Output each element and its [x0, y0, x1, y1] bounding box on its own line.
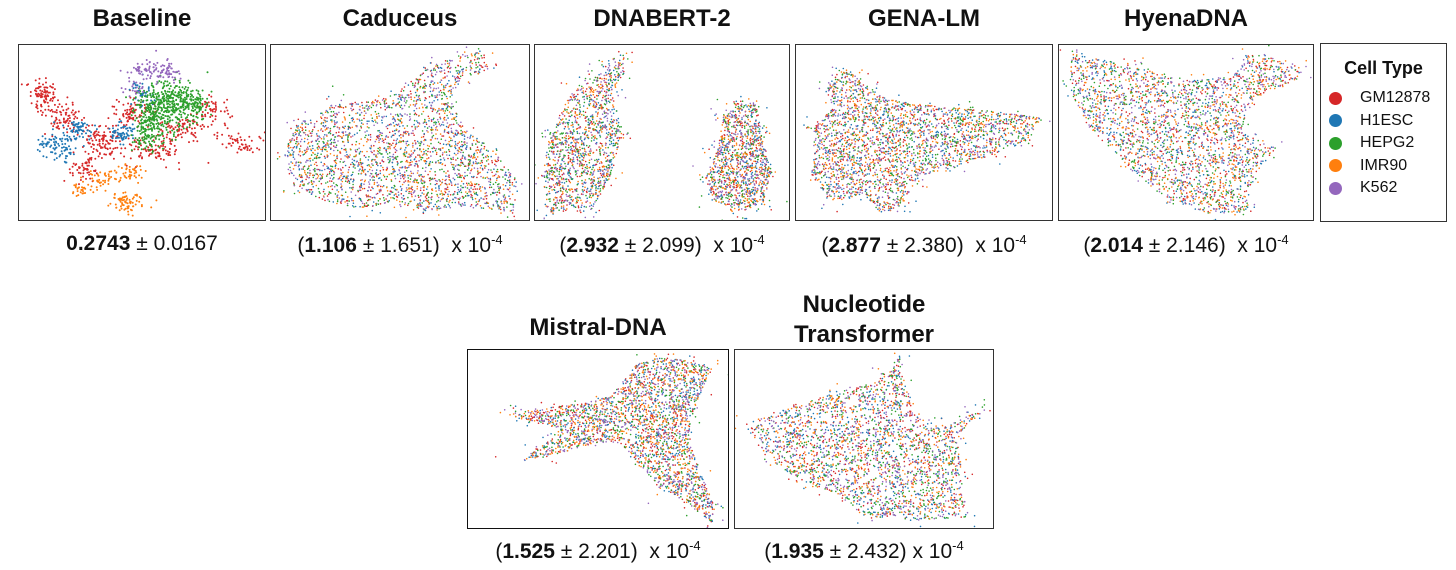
scatter-series-hepg2 — [276, 48, 516, 218]
score-exponent: -4 — [1277, 232, 1289, 247]
score-mean: 1.525 — [502, 540, 555, 563]
legend-title: Cell Type — [1344, 58, 1423, 78]
scatter-series-k562 — [503, 358, 724, 528]
panel-title-caduceus: Caduceus — [342, 5, 458, 32]
score-mistral: (1.525 ± 2.201) x 10-4 — [495, 538, 701, 563]
score-mean: 2.014 — [1090, 234, 1143, 257]
score-scale: x 10 — [649, 540, 690, 563]
scatter-points — [1059, 45, 1312, 220]
scatter-series-k562 — [284, 46, 523, 212]
score-exponent: -4 — [1015, 232, 1027, 247]
score-dnabert2: (2.932 ± 2.099) x 10-4 — [559, 232, 765, 257]
legend-label: IMR90 — [1360, 156, 1408, 174]
scatter-series-k562 — [811, 66, 1051, 213]
score-caduceus: (1.106 ± 1.651) x 10-4 — [297, 232, 503, 257]
legend-label: H1ESC — [1360, 111, 1414, 129]
score-scale: x 10 — [975, 234, 1016, 257]
score-std: 2.099 — [642, 234, 695, 257]
scatter-series-imr90 — [537, 52, 777, 214]
score-mean: 2.932 — [566, 234, 619, 257]
scatter-series-hepg2 — [509, 354, 728, 522]
scatter-series-k562 — [756, 358, 986, 522]
score-std: 2.201 — [578, 540, 631, 563]
score-nt: (1.935 ± 2.432) x 10-4 — [764, 538, 964, 563]
legend-swatch — [1329, 114, 1342, 127]
legend-label: GM12878 — [1360, 89, 1431, 106]
score-genalm: (2.877 ± 2.380) x 10-4 — [821, 232, 1027, 257]
scatter-points — [276, 46, 523, 220]
score-mean: 1.935 — [771, 540, 824, 563]
scatter-points — [803, 66, 1051, 213]
scatter-series-k562 — [535, 58, 772, 219]
scatter-points — [735, 352, 991, 528]
umap-plot-mistral — [467, 349, 729, 529]
scatter-series-imr90 — [735, 352, 980, 520]
panel-title-mistral: Mistral-DNA — [529, 314, 667, 341]
umap-plot-genalm — [795, 44, 1053, 221]
scatter-series-gm12878 — [277, 52, 516, 220]
score-mean: 1.106 — [304, 234, 357, 257]
umap-plot-caduceus — [270, 44, 530, 221]
score-std: 0.0167 — [153, 232, 218, 255]
scatter-series-k562 — [119, 49, 182, 98]
legend-swatch — [1329, 159, 1342, 172]
legend-label: HEPG2 — [1360, 134, 1415, 151]
scatter-series-h1esc — [36, 73, 160, 164]
score-exponent: -4 — [952, 538, 964, 553]
score-std: 2.380 — [904, 234, 957, 257]
score-std: 2.432 — [847, 540, 900, 563]
scatter-series-hepg2 — [125, 71, 213, 154]
score-baseline: 0.2743 ± 0.0167 — [66, 232, 218, 255]
legend-item-gm12878: GM12878 — [1329, 87, 1430, 109]
umap-plot-baseline — [18, 44, 266, 221]
score-mean: 0.2743 — [66, 232, 131, 255]
umap-plot-hyenadna — [1058, 44, 1314, 221]
score-exponent: -4 — [491, 232, 503, 247]
scatter-series-imr90 — [1070, 48, 1308, 216]
score-hyenadna: (2.014 ± 2.146) x 10-4 — [1083, 232, 1289, 257]
score-std: 2.146 — [1166, 234, 1219, 257]
panel-title-nt: Nucleotide Transformer — [793, 291, 935, 348]
legend-swatch — [1329, 136, 1342, 150]
umap-plot-nt — [734, 349, 994, 529]
score-mean: 2.877 — [828, 234, 881, 257]
panel-title-dnabert2: DNABERT-2 — [593, 5, 731, 32]
scatter-series-gm12878 — [806, 71, 1038, 213]
legend-item-hepg2: HEPG2 — [1329, 132, 1414, 154]
umap-plot-dnabert2 — [534, 44, 790, 221]
scatter-points — [535, 50, 788, 220]
legend-item-imr90: IMR90 — [1329, 155, 1407, 177]
score-exponent: -4 — [753, 232, 765, 247]
legend-swatch — [1329, 181, 1342, 195]
score-scale: x 10 — [713, 234, 754, 257]
score-std: 1.651 — [380, 234, 433, 257]
legend: Cell Type GM12878 H1ESC HEPG2 IMR90 K562 — [1320, 43, 1447, 222]
legend-label: K562 — [1360, 179, 1398, 196]
legend-item-h1esc: H1ESC — [1329, 110, 1413, 132]
panel-title-genalm: GENA-LM — [868, 5, 980, 32]
score-exponent: -4 — [689, 538, 701, 553]
scatter-points — [20, 49, 265, 217]
score-scale: x 10 — [912, 540, 953, 563]
scatter-series-h1esc — [284, 50, 519, 218]
legend-item-k562: K562 — [1329, 177, 1397, 199]
scatter-series-hepg2 — [756, 358, 986, 520]
scatter-series-k562 — [1071, 49, 1312, 214]
scatter-series-imr90 — [72, 163, 158, 217]
panel-title-hyenadna: HyenaDNA — [1123, 5, 1249, 32]
score-scale: x 10 — [451, 234, 492, 257]
scatter-series-h1esc — [1063, 52, 1300, 220]
legend-swatch — [1329, 91, 1342, 105]
scatter-series-gm12878 — [20, 77, 265, 186]
scatter-series-h1esc — [803, 67, 1041, 213]
panel-title-baseline: Baseline — [92, 5, 192, 32]
scatter-series-h1esc — [514, 355, 723, 523]
score-scale: x 10 — [1237, 234, 1278, 257]
scatter-series-gm12878 — [746, 359, 991, 519]
scatter-series-imr90 — [278, 51, 514, 219]
scatter-points — [494, 353, 728, 528]
